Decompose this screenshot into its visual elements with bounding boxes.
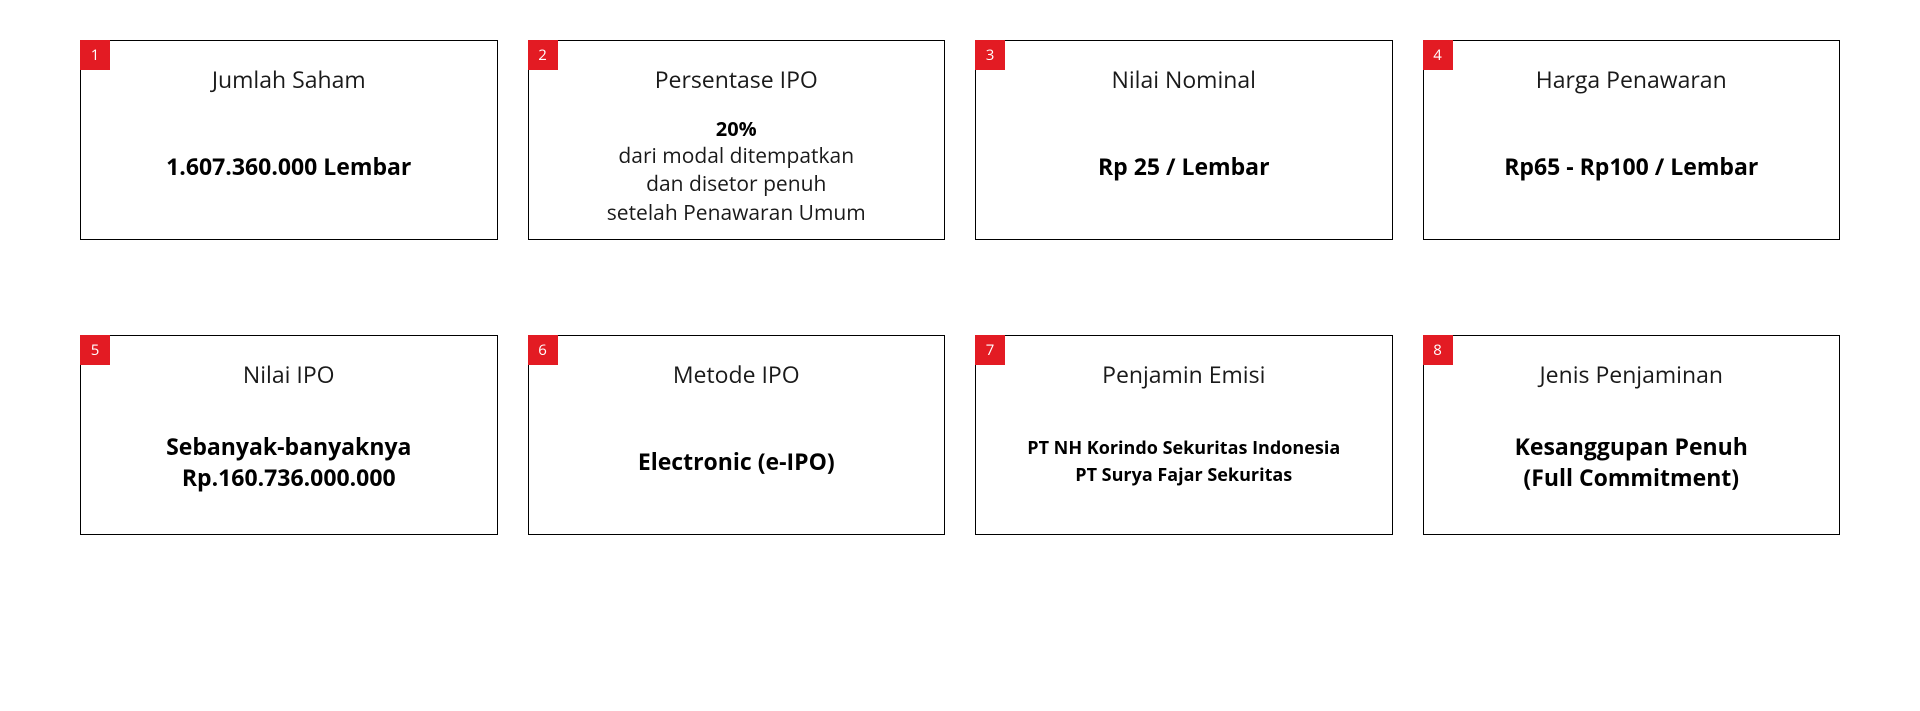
card-title: Jumlah Saham <box>212 63 366 95</box>
card-title: Persentase IPO <box>655 63 818 95</box>
card-persentase-ipo: 2 Persentase IPO 20% dari modal ditempat… <box>528 40 946 240</box>
card-value-line: 1.607.360.000 Lembar <box>166 151 411 182</box>
card-value-line: dari modal ditempatkan <box>618 142 854 170</box>
card-value-line: Rp.160.736.000.000 <box>182 462 396 493</box>
card-value-line: dan disetor penuh <box>646 170 826 198</box>
card-title: Nilai Nominal <box>1112 63 1256 95</box>
card-value: Electronic (e-IPO) <box>549 410 925 514</box>
card-title: Nilai IPO <box>243 358 335 390</box>
ipo-info-grid: 1 Jumlah Saham 1.607.360.000 Lembar 2 Pe… <box>80 40 1840 535</box>
card-penjamin-emisi: 7 Penjamin Emisi PT NH Korindo Sekuritas… <box>975 335 1393 535</box>
card-badge: 2 <box>528 40 558 70</box>
card-title: Penjamin Emisi <box>1102 358 1265 390</box>
card-badge: 5 <box>80 335 110 365</box>
card-title: Jenis Penjaminan <box>1540 358 1723 390</box>
card-value: Kesanggupan Penuh (Full Commitment) <box>1444 410 1820 514</box>
card-jenis-penjaminan: 8 Jenis Penjaminan Kesanggupan Penuh (Fu… <box>1423 335 1841 535</box>
card-badge: 4 <box>1423 40 1453 70</box>
card-badge: 1 <box>80 40 110 70</box>
card-title: Metode IPO <box>673 358 800 390</box>
card-value: PT NH Korindo Sekuritas Indonesia PT Sur… <box>996 410 1372 514</box>
card-value-line: Sebanyak-banyaknya <box>166 431 411 462</box>
card-metode-ipo: 6 Metode IPO Electronic (e-IPO) <box>528 335 946 535</box>
card-value-line: (Full Commitment) <box>1523 462 1739 493</box>
card-value-line: Kesanggupan Penuh <box>1515 431 1748 462</box>
card-value-pct: 20% <box>716 115 757 142</box>
card-badge: 6 <box>528 335 558 365</box>
card-badge: 8 <box>1423 335 1453 365</box>
card-value: Rp65 - Rp100 / Lembar <box>1444 115 1820 219</box>
card-title: Harga Penawaran <box>1536 63 1727 95</box>
card-harga-penawaran: 4 Harga Penawaran Rp65 - Rp100 / Lembar <box>1423 40 1841 240</box>
card-value-line: PT Surya Fajar Sekuritas <box>1075 462 1292 489</box>
card-value: 20% dari modal ditempatkan dan disetor p… <box>549 115 925 227</box>
card-nilai-ipo: 5 Nilai IPO Sebanyak-banyaknya Rp.160.73… <box>80 335 498 535</box>
card-badge: 3 <box>975 40 1005 70</box>
card-value: Rp 25 / Lembar <box>996 115 1372 219</box>
card-value-line: PT NH Korindo Sekuritas Indonesia <box>1027 435 1340 462</box>
card-value: 1.607.360.000 Lembar <box>101 115 477 219</box>
card-value-line: Rp 25 / Lembar <box>1098 151 1270 182</box>
card-value: Sebanyak-banyaknya Rp.160.736.000.000 <box>101 410 477 514</box>
card-jumlah-saham: 1 Jumlah Saham 1.607.360.000 Lembar <box>80 40 498 240</box>
card-badge: 7 <box>975 335 1005 365</box>
card-value-line: Electronic (e-IPO) <box>638 446 835 477</box>
card-nilai-nominal: 3 Nilai Nominal Rp 25 / Lembar <box>975 40 1393 240</box>
card-value-line: Rp65 - Rp100 / Lembar <box>1504 151 1758 182</box>
card-value-line: setelah Penawaran Umum <box>607 199 866 227</box>
